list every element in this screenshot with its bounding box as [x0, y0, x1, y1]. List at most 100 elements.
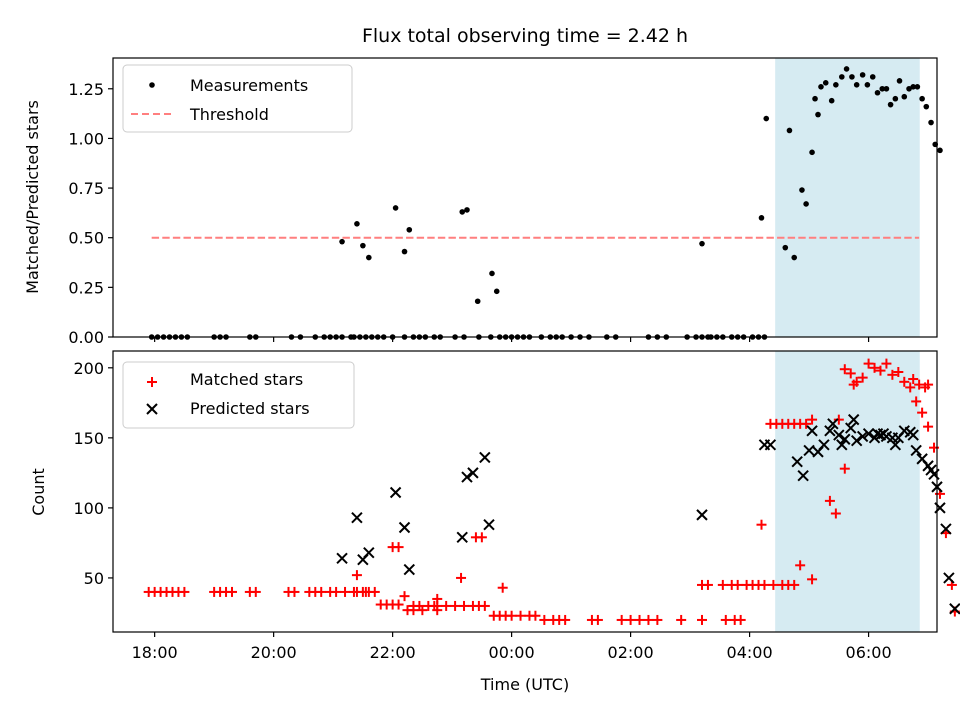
- legend-predicted-marker: [146, 403, 158, 415]
- legend-measurements-label: Measurements: [190, 76, 308, 95]
- predicted-star-point: [889, 439, 902, 451]
- matched-star-point: [450, 600, 461, 611]
- matched-star-point: [848, 379, 859, 390]
- matched-star-point: [369, 586, 380, 597]
- predicted-star-point: [398, 521, 411, 534]
- matched-star-point: [616, 614, 627, 625]
- measurement-point: [392, 205, 399, 211]
- predicted-star-point: [836, 439, 848, 451]
- matched-star-point: [917, 407, 928, 418]
- bottom-x-tick-label: 18:00: [132, 643, 178, 662]
- bottom-x-tick-label: 20:00: [251, 643, 297, 662]
- predicted-star-point: [696, 509, 708, 521]
- predicted-star-point: [479, 451, 491, 464]
- bottom-x-tick-label: 04:00: [727, 643, 773, 662]
- predicted-star-point: [910, 444, 922, 457]
- measurement-point: [839, 74, 845, 80]
- predicted-star-point: [940, 523, 952, 535]
- matched-star-point: [530, 610, 541, 621]
- matched-star-point: [497, 582, 508, 593]
- predicted-star-point: [833, 429, 845, 441]
- measurement-point: [887, 101, 894, 108]
- measurement-point: [901, 93, 908, 100]
- matched-star-point: [807, 414, 818, 425]
- matched-star-point: [830, 508, 841, 519]
- measurement-point: [758, 215, 765, 221]
- predicted-star-point: [803, 444, 815, 457]
- top-y-axis-label: Matched/Predicted stars: [23, 100, 42, 294]
- matched-star-point: [795, 560, 806, 571]
- predicted-star-point: [862, 427, 875, 440]
- matched-star-point: [905, 382, 916, 393]
- measurement-point: [869, 74, 876, 80]
- measurement-point: [828, 97, 835, 104]
- matched-star-point: [833, 414, 844, 425]
- predicted-star-point: [363, 547, 375, 559]
- matched-star-point: [863, 358, 874, 369]
- top-y-tick-label: 0.25: [68, 278, 104, 297]
- matched-star-point: [908, 374, 919, 385]
- top-y-tick-label: 0.50: [68, 229, 104, 248]
- matched-star-point: [414, 600, 425, 611]
- measurement-point: [354, 221, 360, 227]
- x-axis-label: Time (UTC): [480, 675, 569, 694]
- predicted-star-point: [824, 425, 836, 437]
- matched-stars-series: [143, 358, 960, 625]
- matched-star-point: [441, 600, 452, 611]
- matched-star-point: [506, 610, 517, 621]
- matched-star-point: [923, 421, 934, 432]
- measurement-point: [883, 85, 890, 92]
- matched-star-point: [735, 614, 746, 625]
- measurement-point: [815, 111, 821, 118]
- matched-star-point: [732, 579, 743, 590]
- predicted-star-point: [483, 518, 495, 531]
- measurement-point: [849, 74, 855, 80]
- predicted-star-point: [764, 439, 777, 451]
- measurement-point: [919, 95, 925, 102]
- measurement-point: [763, 115, 770, 122]
- predicted-star-point: [850, 434, 863, 447]
- measurement-point: [406, 226, 413, 233]
- measurement-point: [786, 127, 793, 134]
- matched-star-point: [360, 586, 371, 597]
- bottom-x-tick-label: 06:00: [846, 643, 892, 662]
- measurement-point: [464, 207, 470, 213]
- matched-star-point: [839, 463, 850, 474]
- matched-star-point: [887, 369, 898, 380]
- matched-star-point: [759, 579, 770, 590]
- chart-title: Flux total observing time = 2.42 h: [362, 25, 688, 47]
- matched-star-point: [893, 367, 904, 378]
- predicted-star-point: [461, 471, 473, 483]
- measurement-point: [937, 147, 943, 154]
- predicted-star-point: [791, 455, 803, 468]
- matched-star-point: [393, 599, 404, 610]
- matched-star-point: [756, 519, 767, 530]
- top-panel: 0.00 0.25 0.50 0.75 1.00 1.25 Matched/Predict…: [23, 57, 943, 347]
- bottom-x-tick-label: 02:00: [608, 643, 654, 662]
- bottom-x-tick-label: 22:00: [370, 643, 416, 662]
- measurement-point: [910, 83, 917, 90]
- matched-star-point: [881, 358, 892, 369]
- measurement-point: [699, 240, 705, 247]
- matched-star-point: [331, 586, 342, 597]
- predicted-star-point: [845, 422, 857, 434]
- predicted-star-point: [336, 552, 348, 565]
- legend-measurements-marker: [149, 82, 155, 88]
- matched-star-point: [289, 586, 300, 597]
- top-y-axis: 0.00 0.25 0.50 0.75 1.00 1.25: [68, 80, 113, 347]
- top-span-rect: [775, 58, 920, 337]
- measurement-point: [914, 83, 921, 90]
- measurement-point: [892, 95, 899, 102]
- matched-star-point: [789, 579, 800, 590]
- measurement-point: [459, 209, 466, 215]
- measurement-point: [791, 254, 798, 261]
- predicted-star-point: [389, 486, 402, 499]
- measurement-point: [799, 187, 805, 193]
- predicted-star-point: [856, 430, 869, 443]
- matched-star-point: [801, 418, 812, 429]
- matched-star-point: [351, 570, 362, 581]
- measurement-point: [843, 66, 850, 72]
- matched-star-point: [340, 586, 351, 597]
- matched-star-point: [351, 586, 362, 597]
- matched-star-point: [625, 614, 636, 625]
